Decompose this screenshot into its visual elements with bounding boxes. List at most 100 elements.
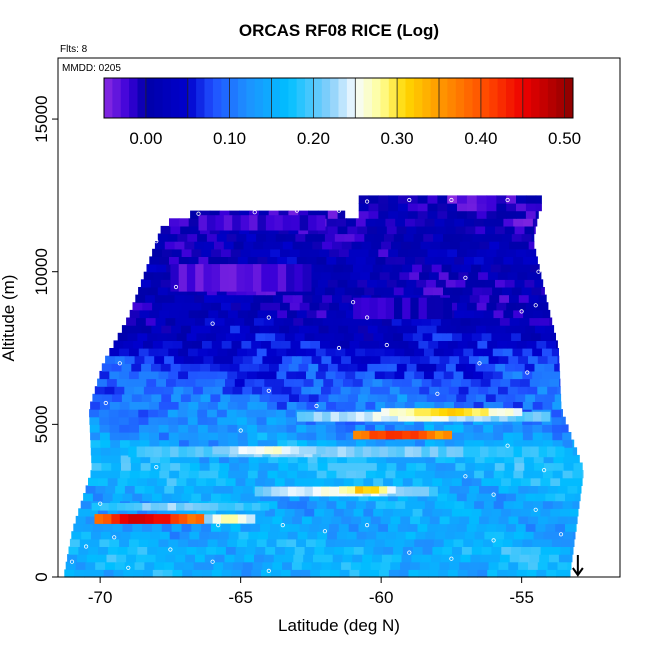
heatmap-cell	[202, 569, 213, 578]
heatmap-cell	[203, 485, 214, 494]
heatmap-cell	[264, 378, 275, 387]
heatmap-cell	[424, 256, 436, 265]
heatmap-cell	[95, 561, 106, 570]
heatmap-cell	[333, 477, 345, 486]
heatmap-cell	[510, 264, 521, 273]
heatmap-feature-cell	[281, 446, 291, 455]
heatmap-cell	[538, 485, 549, 494]
heatmap-cell	[326, 470, 337, 479]
heatmap-cell	[188, 256, 200, 265]
flight-point	[314, 403, 319, 409]
heatmap-cell	[404, 370, 415, 380]
heatmap-cell	[384, 287, 395, 296]
heatmap-cell	[198, 439, 210, 448]
heatmap-cell	[562, 432, 572, 441]
heatmap-cell	[559, 378, 561, 387]
heatmap-cell	[332, 294, 343, 303]
heatmap-cell	[225, 477, 237, 486]
heatmap-cell	[503, 470, 514, 479]
heatmap-cell	[424, 439, 436, 448]
x-tick-label: -55	[509, 588, 534, 607]
heatmap-cell	[513, 401, 524, 410]
heatmap-cell	[319, 523, 330, 532]
heatmap-feature-cell	[329, 486, 339, 497]
heatmap-cell	[478, 561, 490, 570]
heatmap-cell	[402, 332, 414, 341]
heatmap-cell	[400, 561, 411, 570]
heatmap-cell	[513, 470, 524, 479]
heatmap-cell	[209, 210, 221, 219]
heatmap-feature-cell	[277, 264, 287, 292]
heatmap-cell	[407, 393, 418, 402]
heatmap-feature-cell	[302, 264, 312, 292]
heatmap-feature-cell	[236, 264, 246, 292]
heatmap-cell	[329, 569, 341, 578]
heatmap-cell	[228, 309, 239, 319]
heatmap-cell	[438, 340, 449, 349]
heatmap-cell	[110, 447, 121, 456]
heatmap-cell	[196, 332, 207, 341]
flight-point	[519, 309, 524, 314]
heatmap-cell	[194, 294, 205, 303]
heatmap-cell	[167, 409, 179, 418]
heatmap-cell	[378, 523, 389, 532]
heatmap-cell	[316, 424, 327, 433]
heatmap-cell	[309, 302, 320, 311]
heatmap-cell	[306, 432, 317, 441]
heatmap-cell	[443, 538, 455, 547]
heatmap-feature-cell	[385, 430, 395, 440]
heatmap-cell	[201, 493, 212, 502]
heatmap-cell	[214, 317, 226, 326]
heatmap-cell	[204, 554, 216, 563]
heatmap-cell	[356, 454, 368, 464]
heatmap-cell	[124, 485, 136, 494]
heatmap-cell	[152, 302, 163, 311]
heatmap-cell	[410, 515, 421, 525]
heatmap-cell	[116, 554, 127, 563]
heatmap-cell	[266, 424, 278, 433]
heatmap-cell	[175, 378, 187, 387]
heatmap-cell	[358, 523, 369, 532]
heatmap-cell	[313, 264, 325, 273]
heatmap-cell	[405, 256, 416, 265]
heatmap-cell	[473, 432, 485, 441]
heatmap-cell	[449, 561, 460, 570]
heatmap-cell	[117, 332, 129, 341]
colorbar: 0.00 0.10 0.20 0.30 0.40 0.50	[103, 77, 581, 148]
heatmap-cell	[294, 332, 306, 341]
heatmap-cell	[385, 439, 396, 448]
flight-point	[126, 565, 131, 570]
heatmap-cell	[311, 515, 323, 525]
heatmap-cell	[120, 531, 131, 540]
heatmap-cell	[121, 363, 132, 372]
heatmap-cell	[347, 279, 358, 288]
heatmap-cell	[273, 294, 284, 303]
heatmap-cell	[474, 470, 485, 479]
heatmap-cell	[440, 317, 452, 326]
heatmap-feature-cell	[94, 514, 104, 524]
heatmap-cell	[99, 370, 110, 380]
heatmap-cell	[162, 302, 173, 311]
heatmap-cell	[422, 332, 433, 341]
heatmap-cell	[370, 386, 381, 395]
heatmap-cell	[567, 515, 578, 525]
heatmap-cell	[90, 470, 101, 479]
heatmap-cell	[552, 470, 564, 479]
heatmap-cell	[535, 393, 546, 402]
heatmap-cell	[290, 569, 301, 578]
heatmap-cell	[417, 493, 428, 502]
heatmap-cell	[573, 454, 580, 464]
heatmap-cell	[550, 332, 556, 341]
heatmap-cell	[524, 279, 535, 288]
heatmap-cell	[505, 363, 516, 372]
heatmap-cell	[369, 569, 380, 578]
heatmap-cell	[494, 462, 506, 471]
heatmap-cell	[511, 332, 522, 341]
heatmap-cell	[395, 531, 407, 540]
heatmap-feature-cell	[161, 446, 171, 458]
heatmap-cell	[446, 363, 457, 372]
heatmap-cell	[466, 195, 478, 204]
heatmap-cell	[355, 424, 366, 433]
heatmap-cell	[296, 348, 307, 357]
heatmap-cell	[277, 256, 288, 265]
